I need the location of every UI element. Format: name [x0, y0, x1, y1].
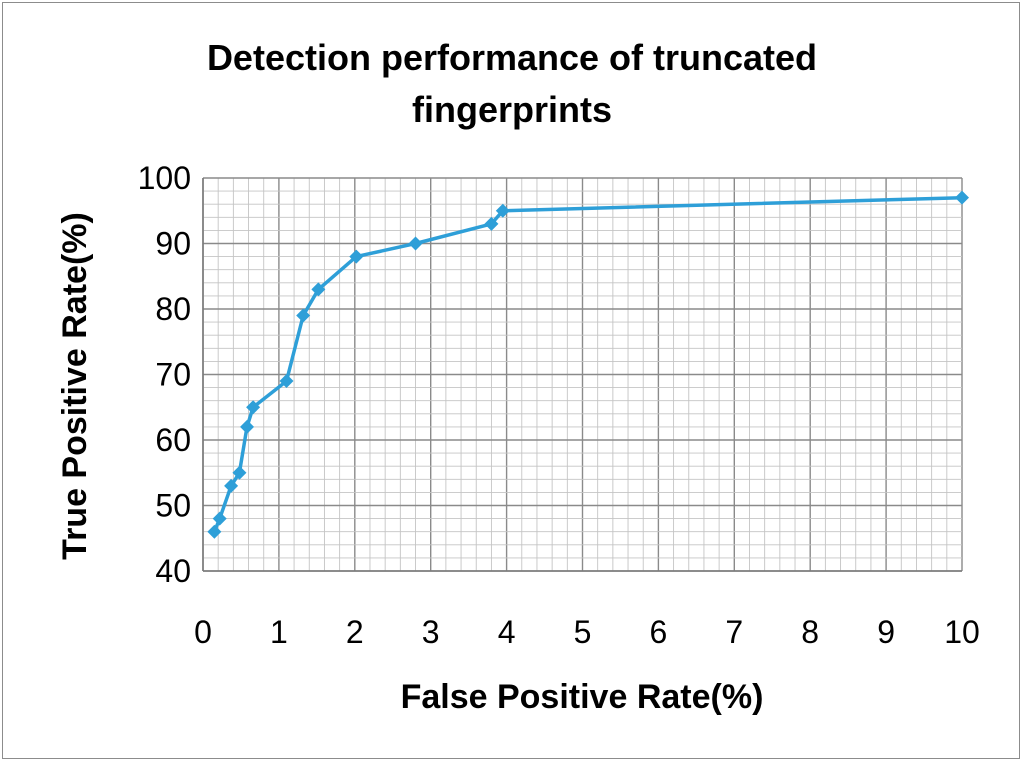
x-tick-label: 6: [650, 614, 668, 650]
x-tick-label: 4: [498, 614, 516, 650]
x-tick-label: 8: [801, 614, 819, 650]
y-tick-label: 80: [155, 291, 191, 327]
data-point: [207, 524, 222, 539]
data-point: [246, 400, 261, 415]
x-tick-label: 3: [422, 614, 440, 650]
data-point: [408, 236, 423, 251]
data-point: [484, 216, 499, 231]
series-line: [212, 195, 963, 533]
y-tick-label: 60: [155, 422, 191, 458]
data-point: [212, 511, 227, 526]
data-point: [311, 282, 326, 297]
data-point: [224, 478, 239, 493]
y-tick-label: 50: [155, 488, 191, 524]
x-tick-label: 9: [877, 614, 895, 650]
data-point: [955, 190, 969, 205]
y-axis-label: True Positive Rate(%): [56, 212, 94, 560]
x-tick-label: 2: [346, 614, 364, 650]
x-tick-label: 7: [725, 614, 743, 650]
data-point: [495, 203, 510, 218]
data-series: [207, 190, 969, 539]
gridlines: [202, 177, 963, 572]
x-tick-label: 0: [194, 614, 212, 650]
data-point: [279, 374, 294, 389]
data-point: [349, 249, 364, 264]
chart-title-line-2: fingerprints: [412, 89, 612, 130]
y-tick-label: 40: [155, 553, 191, 589]
x-tick-label: 5: [574, 614, 592, 650]
tick-labels: 0 1 2 3 4 5 6 7 8 9 10 40 50 60 70 80 90 100: [138, 160, 980, 650]
chart-title-line-1: Detection performance of truncated: [207, 37, 817, 78]
x-tick-label: 10: [944, 614, 980, 650]
y-tick-label: 100: [138, 160, 191, 196]
y-tick-label: 70: [155, 357, 191, 393]
x-tick-label: 1: [270, 614, 288, 650]
data-point: [240, 419, 255, 434]
data-point: [232, 465, 247, 480]
y-tick-label: 90: [155, 226, 191, 262]
data-point: [296, 308, 311, 323]
x-axis-label: False Positive Rate(%): [401, 678, 764, 716]
